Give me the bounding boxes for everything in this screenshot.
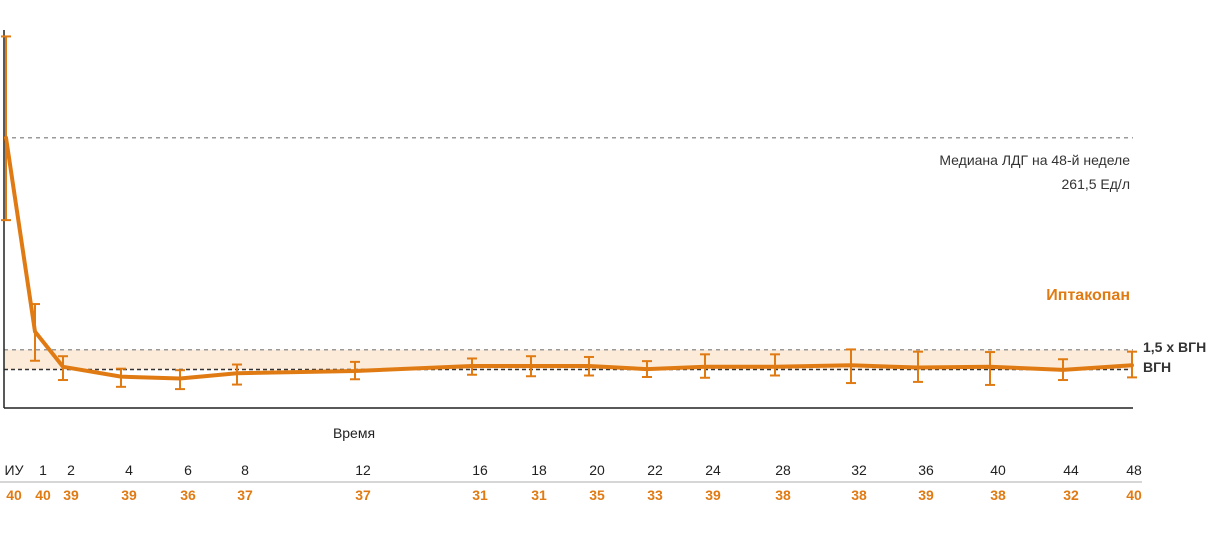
at-risk-count: 40: [35, 487, 51, 503]
at-risk-count: 40: [6, 487, 22, 503]
x-tick-label: ИУ: [5, 462, 24, 478]
x-tick-label: 8: [241, 462, 249, 478]
at-risk-count: 38: [775, 487, 791, 503]
uln15-label: 1,5 x ВГН: [1143, 339, 1206, 355]
at-risk-counts: 40 40 39 39 36 37 37 31 31 35 33 39 38 38 39 38 32 40: [6, 487, 1142, 503]
at-risk-count: 31: [531, 487, 547, 503]
x-tick-label: 28: [775, 462, 791, 478]
x-tick-label: 22: [647, 462, 663, 478]
x-axis-title: Время: [333, 425, 375, 441]
series-line-iptacopan: [4, 135, 1134, 381]
x-tick-label: 16: [472, 462, 488, 478]
x-tick-label: 40: [990, 462, 1006, 478]
legend-iptacopan: Иптакопан: [1046, 287, 1130, 304]
uln-label: ВГН: [1143, 359, 1171, 375]
x-tick-labels: ИУ 1 2 4 6 8 12 16 18 20 22 24 28 32 36 40 44 48: [5, 462, 1142, 478]
at-risk-count: 39: [63, 487, 79, 503]
x-tick-label: 2: [67, 462, 75, 478]
x-tick-label: 1: [39, 462, 47, 478]
at-risk-count: 37: [355, 487, 371, 503]
error-bars: [1, 35, 1137, 391]
at-risk-count: 39: [121, 487, 137, 503]
x-tick-label: 32: [851, 462, 867, 478]
at-risk-count: 40: [1126, 487, 1142, 503]
at-risk-count: 37: [237, 487, 253, 503]
at-risk-count: 31: [472, 487, 488, 503]
at-risk-count: 33: [647, 487, 663, 503]
error-bar: [1, 35, 11, 222]
at-risk-count: 39: [705, 487, 721, 503]
x-tick-label: 6: [184, 462, 192, 478]
at-risk-count: 36: [180, 487, 196, 503]
x-tick-label: 24: [705, 462, 721, 478]
x-tick-label: 44: [1063, 462, 1079, 478]
at-risk-count: 35: [589, 487, 605, 503]
at-risk-count: 38: [851, 487, 867, 503]
at-risk-count: 39: [918, 487, 934, 503]
median-label: Медиана ЛДГ на 48-й неделе: [939, 152, 1130, 168]
x-tick-label: 12: [355, 462, 371, 478]
at-risk-count: 38: [990, 487, 1006, 503]
x-tick-label: 4: [125, 462, 133, 478]
x-tick-label: 48: [1126, 462, 1142, 478]
x-tick-label: 36: [918, 462, 934, 478]
median-value-label: 261,5 Ед/л: [1062, 176, 1131, 192]
x-tick-label: 18: [531, 462, 547, 478]
at-risk-count: 32: [1063, 487, 1079, 503]
x-tick-label: 20: [589, 462, 605, 478]
